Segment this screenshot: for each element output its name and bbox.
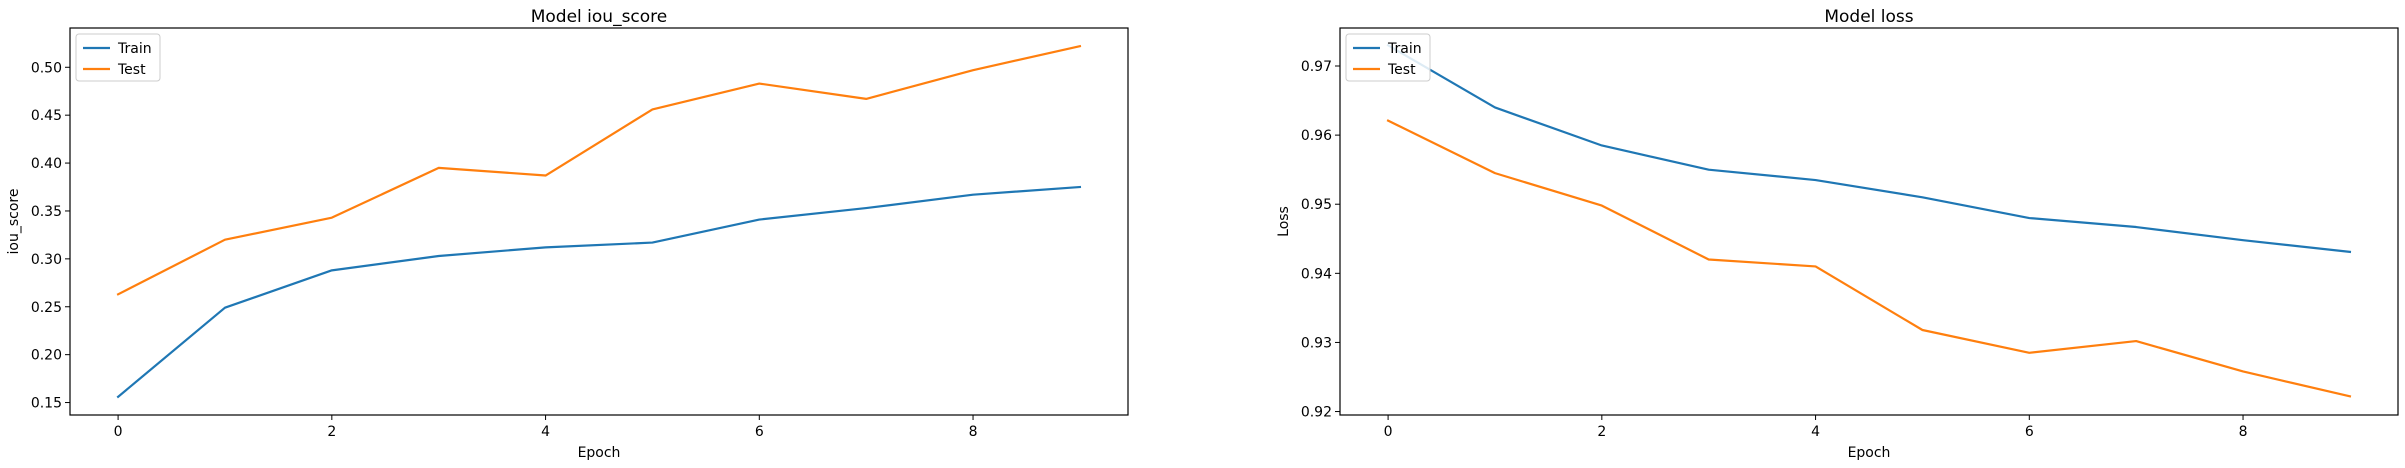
x-tick-label: 4 xyxy=(541,424,550,440)
x-axis-label: Epoch xyxy=(1848,445,1891,461)
y-tick-label: 0.94 xyxy=(1301,266,1332,282)
x-tick-label: 2 xyxy=(1597,424,1606,440)
legend-label-train: Train xyxy=(117,41,152,57)
chart-panel-0: Model iou_score 0 2 4 6 8 0.15 0.20 0.25 0.30 0.35… xyxy=(6,7,1129,461)
y-tick-label: 0.50 xyxy=(31,60,62,76)
legend: Train Test xyxy=(75,33,161,82)
x-tick-label: 2 xyxy=(327,424,336,440)
x-tick-label: 8 xyxy=(2239,424,2248,440)
x-tick-label: 6 xyxy=(755,424,764,440)
x-tick-label: 8 xyxy=(969,424,978,440)
x-tick-label: 0 xyxy=(1384,424,1393,440)
y-tick-label: 0.97 xyxy=(1301,59,1332,75)
legend-label-test: Test xyxy=(117,62,146,78)
chart-title: Model loss xyxy=(1824,7,1913,27)
legend: Train Test xyxy=(1345,33,1431,82)
y-tick-label: 0.35 xyxy=(31,204,62,220)
axes-frame xyxy=(1339,27,2399,416)
chart-panel-1: Model loss 0 2 4 6 8 0.92 0.93 0.94 0.95 0.96 0.97 E… xyxy=(1276,7,2399,461)
x-tick-label: 4 xyxy=(1811,424,1820,440)
x-axis-label: Epoch xyxy=(578,445,621,461)
y-axis-label: iou_score xyxy=(6,189,22,255)
x-tick-label: 0 xyxy=(114,424,123,440)
legend-label-test: Test xyxy=(1387,62,1416,78)
y-tick-label: 0.25 xyxy=(31,300,62,316)
y-tick-label: 0.40 xyxy=(31,156,62,172)
legend-label-train: Train xyxy=(1387,41,1422,57)
x-tick-label: 6 xyxy=(2025,424,2034,440)
y-tick-label: 0.20 xyxy=(31,348,62,364)
series-line-test xyxy=(116,44,1082,296)
y-tick-label: 0.15 xyxy=(31,396,62,412)
series-line-test xyxy=(1386,119,2352,398)
y-tick-label: 0.96 xyxy=(1301,128,1332,144)
y-tick-label: 0.95 xyxy=(1301,197,1332,213)
y-tick-label: 0.45 xyxy=(31,108,62,124)
y-tick-label: 0.30 xyxy=(31,252,62,268)
series-line-train xyxy=(1386,43,2352,254)
y-tick-label: 0.92 xyxy=(1301,405,1332,421)
chart-title: Model iou_score xyxy=(531,7,668,27)
axes-frame xyxy=(69,27,1129,416)
y-tick-label: 0.93 xyxy=(1301,335,1332,351)
y-axis-label: Loss xyxy=(1276,206,1292,237)
series-line-train xyxy=(116,185,1082,399)
